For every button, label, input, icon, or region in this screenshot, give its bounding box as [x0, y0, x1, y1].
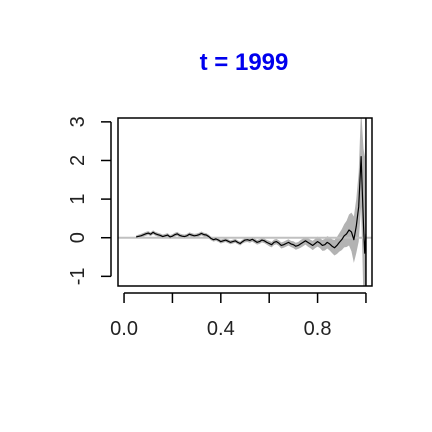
confidence-band: [136, 118, 366, 286]
y-axis: -1 0 1 2 3: [67, 116, 112, 285]
reference-lines-layer: [118, 118, 372, 286]
y-tick-label: 3: [67, 116, 89, 127]
estimate-line: [136, 156, 367, 254]
plot-box: [117, 117, 373, 287]
chart-title: t = 1999: [200, 49, 289, 76]
y-tick-label: 1: [67, 194, 89, 205]
y-tick-label: 0: [67, 232, 89, 243]
y-tick-label: -1: [67, 267, 89, 285]
x-tick-label: 0.8: [304, 318, 332, 340]
x-tick-label: 0.0: [110, 318, 138, 340]
confidence-band-layer: [136, 118, 366, 286]
x-tick-label: 0.4: [207, 318, 235, 340]
x-axis: 0.0 0.4 0.8: [110, 292, 367, 340]
y-tick-label: 2: [67, 155, 89, 166]
estimate-line-layer: [136, 156, 367, 254]
